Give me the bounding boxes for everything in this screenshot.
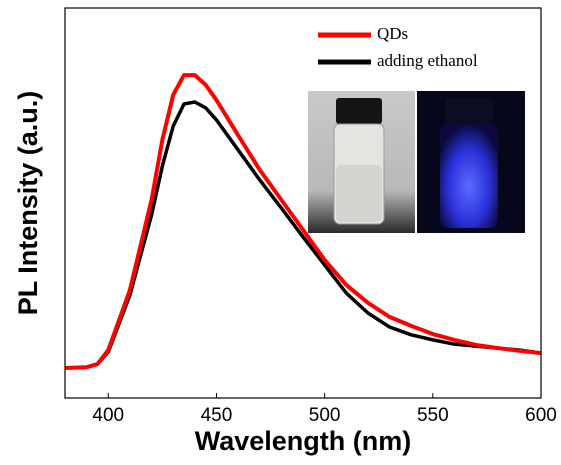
x-tick-label: 500 bbox=[309, 405, 341, 426]
legend-label: QDs bbox=[377, 24, 408, 43]
x-axis-title: Wavelength (nm) bbox=[195, 426, 412, 456]
vial-cap bbox=[336, 98, 382, 124]
plot-frame bbox=[64, 7, 542, 399]
x-tick-label: 450 bbox=[201, 405, 233, 426]
vial-glow bbox=[440, 124, 498, 228]
inset-photos bbox=[308, 91, 525, 233]
x-tick-label: 400 bbox=[92, 405, 124, 426]
legend-label: adding ethanol bbox=[377, 51, 478, 70]
x-tick-label: 600 bbox=[525, 405, 557, 426]
vial-cap bbox=[445, 98, 493, 124]
x-tick-label: 550 bbox=[417, 405, 449, 426]
line-series bbox=[64, 73, 542, 370]
vial-liquid bbox=[336, 165, 382, 222]
y-axis-title: PL Intensity (a.u.) bbox=[13, 91, 43, 316]
